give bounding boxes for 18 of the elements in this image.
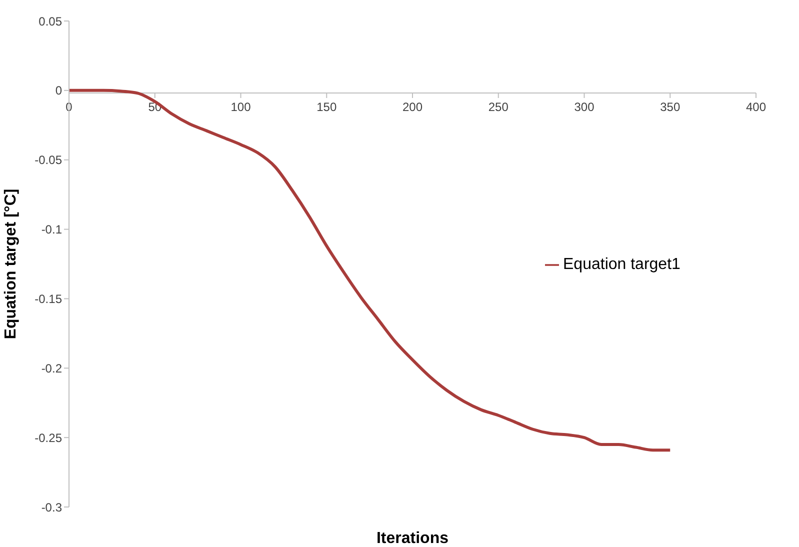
y-tick-label: -0.15: [34, 292, 62, 306]
legend-label: Equation target1: [563, 256, 680, 273]
x-tick-label: 300: [574, 100, 595, 114]
y-tick-label: -0.3: [41, 500, 62, 514]
y-tick-label: -0.25: [34, 430, 62, 445]
x-tick-label: 400: [746, 100, 766, 114]
x-tick-label: 200: [402, 100, 423, 114]
y-tick-label: 0.05: [38, 14, 62, 28]
x-tick-label: 100: [230, 100, 252, 114]
y-tick-label: -0.05: [34, 153, 62, 168]
x-axis-title: Iterations: [376, 530, 449, 547]
y-axis-title: Equation target [°C]: [2, 188, 20, 340]
x-tick-label: 150: [316, 100, 337, 114]
x-tick-label: 250: [488, 100, 509, 114]
y-tick-label: 0: [55, 84, 62, 98]
x-tick-label: 350: [660, 100, 680, 114]
y-tick-label: -0.2: [41, 361, 62, 376]
y-tick-label: -0.1: [41, 222, 62, 237]
